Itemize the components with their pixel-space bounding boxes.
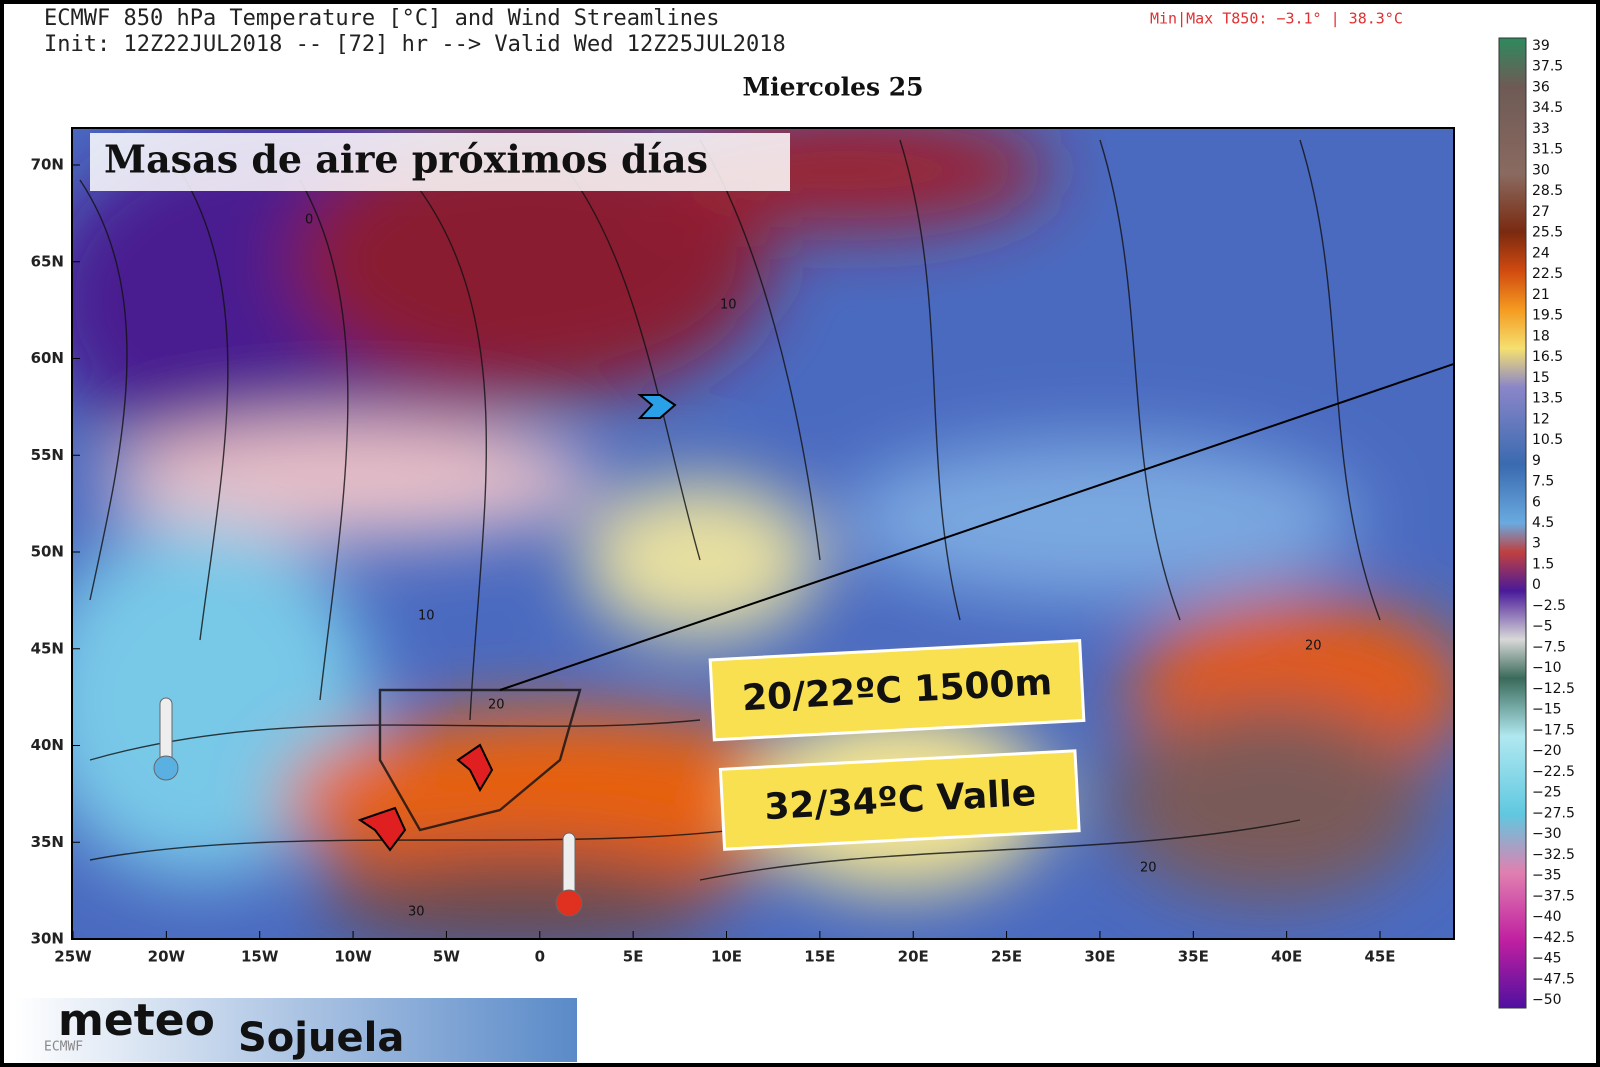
colorbar-label: 31.5 <box>1532 142 1563 158</box>
logo-text: meteo <box>58 995 215 1046</box>
lon-label: 15W <box>241 948 279 966</box>
colorbar-label: 39 <box>1532 38 1550 54</box>
colorbar-label: 6 <box>1532 494 1541 510</box>
colorbar-label: 1.5 <box>1532 556 1554 572</box>
colorbar-label: −32.5 <box>1532 847 1575 863</box>
lon-label: 20W <box>148 948 186 966</box>
title-line: ECMWF 850 hPa Temperature [°C] and Wind … <box>44 6 720 31</box>
colorbar-label: 30 <box>1532 162 1550 178</box>
callout-box <box>718 749 1081 851</box>
lat-label: 70N <box>31 156 64 174</box>
colorbar-label: 24 <box>1532 245 1550 261</box>
colorbar-label: 7.5 <box>1532 474 1554 490</box>
contour-label: 20 <box>488 698 505 713</box>
minmax: Min|Max T850: −3.1° | 38.3°C <box>1150 10 1403 28</box>
lat-label: 60N <box>31 349 64 367</box>
map-headline: Masas de aire próximos días <box>104 137 708 182</box>
colorbar-label: 13.5 <box>1532 391 1563 407</box>
colorbar-label: −25 <box>1532 785 1562 801</box>
colorbar-label: 9 <box>1532 453 1541 469</box>
colorbar-label: −12.5 <box>1532 681 1575 697</box>
colorbar-label: 4.5 <box>1532 515 1554 531</box>
lat-label: 30N <box>31 930 64 948</box>
lon-label: 10W <box>334 948 372 966</box>
lon-label: 5W <box>433 948 460 966</box>
logo-source: ECMWF <box>44 1040 83 1055</box>
colorbar-label: 16.5 <box>1532 349 1563 365</box>
colorbar-label: 12 <box>1532 411 1550 427</box>
colorbar-label: 15 <box>1532 370 1550 386</box>
colorbar-label: −50 <box>1532 992 1562 1008</box>
colorbar-label: 34.5 <box>1532 100 1563 116</box>
colorbar-label: −45 <box>1532 951 1562 967</box>
colorbar-label: 27 <box>1532 204 1550 220</box>
headline-box <box>90 133 790 191</box>
colorbar-label: 0 <box>1532 577 1541 593</box>
colorbar-label: −42.5 <box>1532 930 1575 946</box>
contour-label: 30 <box>408 905 425 920</box>
colorbar-label: 25.5 <box>1532 225 1563 241</box>
logo-box <box>14 998 577 1062</box>
contour-label: 10 <box>418 609 435 624</box>
lon-label: 10E <box>711 948 742 966</box>
colorbar-label: −20 <box>1532 743 1562 759</box>
colorbar-label: 37.5 <box>1532 59 1563 75</box>
colorbar-label: −27.5 <box>1532 805 1575 821</box>
colorbar-label: 18 <box>1532 328 1550 344</box>
contour-label: 10 <box>720 298 737 313</box>
lat-label: 35N <box>31 833 64 851</box>
lon-label: 15E <box>804 948 835 966</box>
map-border <box>71 127 1455 940</box>
colorbar-label: 21 <box>1532 287 1550 303</box>
lat-label: 40N <box>31 736 64 754</box>
colorbar-label: −17.5 <box>1532 722 1575 738</box>
colorbar-label: −2.5 <box>1532 598 1566 614</box>
colorbar-label: 22.5 <box>1532 266 1563 282</box>
lon-label: 35E <box>1178 948 1209 966</box>
contour-label: 20 <box>1305 639 1322 654</box>
colorbar-label: −47.5 <box>1532 971 1575 987</box>
colorbar-label: −22.5 <box>1532 764 1575 780</box>
lon-label: 0 <box>535 948 545 966</box>
colorbar <box>1498 37 1527 1009</box>
lon-label: 20E <box>898 948 929 966</box>
lon-label: 5E <box>623 948 644 966</box>
colorbar-label: 10.5 <box>1532 432 1563 448</box>
colorbar-label: −40 <box>1532 909 1562 925</box>
colorbar-label: 28.5 <box>1532 183 1563 199</box>
contour-label: 20 <box>1140 861 1157 876</box>
colorbar-label: −30 <box>1532 826 1562 842</box>
contour-label: 0 <box>305 213 313 228</box>
callout-box <box>708 638 1086 742</box>
pointer-line <box>499 362 1454 691</box>
lon-label: 40E <box>1271 948 1302 966</box>
lon-label: 25E <box>991 948 1022 966</box>
colorbar-label: −37.5 <box>1532 888 1575 904</box>
lat-label: 65N <box>31 252 64 270</box>
colorbar-label: −15 <box>1532 702 1562 718</box>
lon-label: 25W <box>54 948 92 966</box>
colorbar-label: 3 <box>1532 536 1541 552</box>
lat-label: 45N <box>31 639 64 657</box>
colorbar-label: 36 <box>1532 79 1550 95</box>
logo-text: Sojuela <box>238 1015 404 1061</box>
colorbar-label: −7.5 <box>1532 639 1566 655</box>
lon-label: 45E <box>1364 948 1395 966</box>
lat-label: 55N <box>31 446 64 464</box>
colorbar-label: −10 <box>1532 660 1562 676</box>
icons <box>153 394 677 917</box>
colorbar-label: −35 <box>1532 868 1562 884</box>
day-label: Miercoles 25 <box>742 73 923 102</box>
lat-label: 50N <box>31 543 64 561</box>
title-line: Init: 12Z22JUL2018 -- [72] hr --> Valid … <box>44 32 786 57</box>
lon-label: 30E <box>1084 948 1115 966</box>
colorbar-label: 33 <box>1532 121 1550 137</box>
colorbar-label: −5 <box>1532 619 1553 635</box>
colorbar-label: 19.5 <box>1532 308 1563 324</box>
